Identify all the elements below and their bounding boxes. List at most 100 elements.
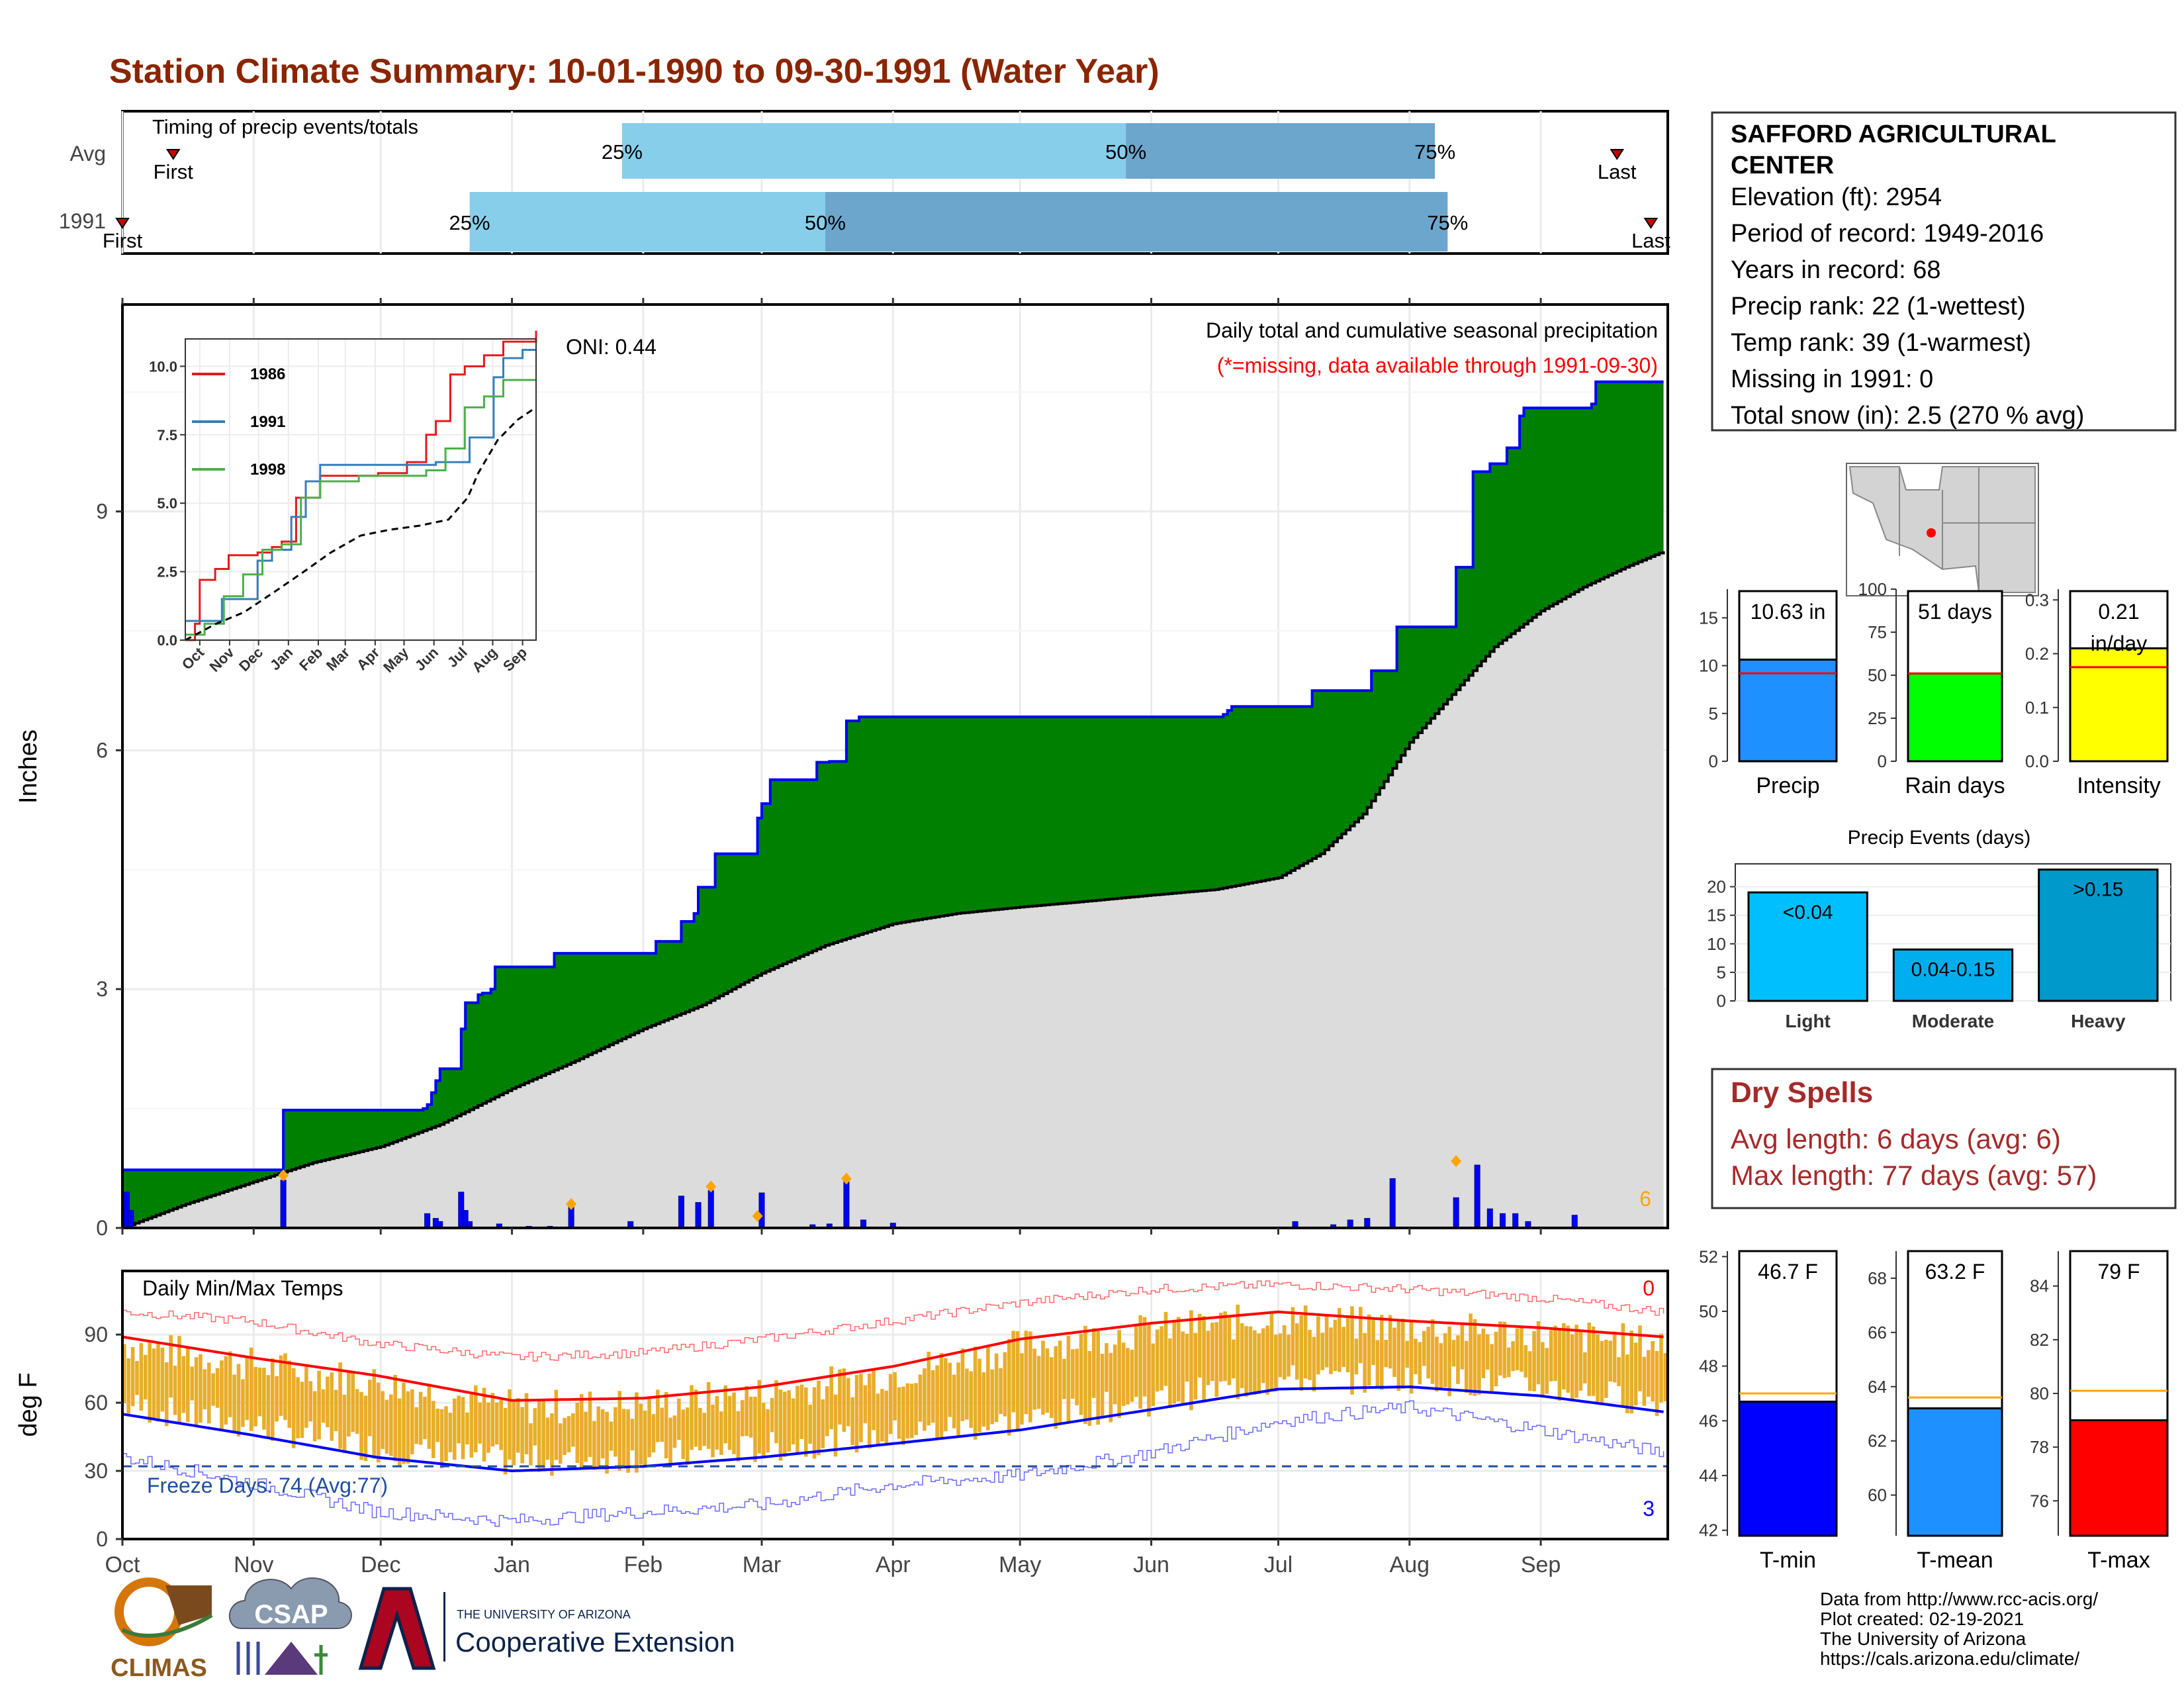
events-bar	[1892, 948, 2014, 1002]
daily-temp-bar	[567, 1416, 571, 1452]
daily-temp-bar	[1520, 1327, 1524, 1372]
temp-ytick-label: 0	[96, 1527, 108, 1551]
temp-lines	[122, 1280, 1668, 1527]
daily-temp-bar	[224, 1356, 228, 1425]
daily-temp-bar	[279, 1355, 283, 1416]
daily-temp-bar	[672, 1415, 677, 1448]
daily-temp-bar	[389, 1394, 393, 1456]
daily-precip-bar	[1486, 1208, 1493, 1229]
daily-temp-bar	[203, 1369, 207, 1409]
daily-temp-bar	[236, 1364, 241, 1436]
daily-temp-bar	[741, 1400, 745, 1436]
daily-temp-bar	[283, 1353, 287, 1421]
daily-temp-bar	[499, 1399, 503, 1450]
mini-ytick-label: 64	[1868, 1377, 1887, 1397]
precip-ytick-label: 3	[96, 977, 108, 1001]
mini-chart-mini-tmin: 42 44 46 48 50 52 46.7 F T-min	[1699, 1246, 1838, 1573]
inset-ytick-label: 0.0	[157, 632, 177, 649]
daily-temp-bar	[1045, 1348, 1050, 1413]
events-title: Precip Events (days)	[1848, 827, 2031, 849]
daily-temp-bar	[630, 1419, 635, 1451]
inset-legend-label: 1991	[250, 413, 285, 431]
daily-temp-bar	[206, 1362, 211, 1424]
daily-temp-bar	[664, 1391, 668, 1459]
daily-temp-bar	[753, 1396, 757, 1462]
daily-temp-bar	[791, 1398, 796, 1445]
daily-temp-bar	[1011, 1331, 1016, 1413]
mini-value-label: 79 F	[2097, 1260, 2140, 1284]
daily-temp-bar	[381, 1391, 385, 1449]
last-event-marker	[1643, 218, 1659, 229]
daily-temp-bar	[393, 1374, 398, 1462]
daily-temp-bar	[169, 1335, 173, 1398]
daily-temp-bar	[270, 1358, 275, 1441]
daily-temp-bar	[402, 1382, 406, 1464]
mini-chart-mini-tmax: 76 78 80 82 84 79 F T-max	[2030, 1250, 2169, 1573]
daily-temp-bar	[486, 1402, 490, 1453]
mini-ytick-label: 10	[1699, 656, 1718, 676]
daily-temp-bar	[647, 1396, 651, 1458]
daily-temp-bar	[994, 1353, 999, 1423]
daily-temp-bar	[1058, 1340, 1062, 1424]
daily-temp-bar	[334, 1389, 338, 1432]
daily-temp-bar	[1485, 1334, 1490, 1370]
mini-value-bar	[1738, 1400, 1838, 1537]
daily-temp-bar	[838, 1369, 842, 1425]
daily-temp-bar	[1265, 1325, 1269, 1395]
month-label: Feb	[624, 1552, 663, 1577]
daily-temp-bar	[1320, 1333, 1325, 1370]
daily-temp-bar	[1545, 1348, 1549, 1394]
daily-temp-bar	[512, 1401, 516, 1466]
daily-temp-bar	[423, 1397, 427, 1440]
daily-temp-bar	[1527, 1351, 1532, 1391]
daily-temp-bar	[372, 1369, 377, 1459]
daily-temp-bar	[880, 1389, 884, 1442]
temp-y-axis: 0 30 60 90	[84, 1323, 122, 1551]
daily-temp-bar	[1100, 1353, 1105, 1419]
daily-temp-bar	[944, 1358, 948, 1432]
daily-temp-bar	[584, 1411, 588, 1462]
observed-cumulative-area	[122, 381, 1664, 1229]
record-max-line	[122, 1280, 1664, 1362]
daily-temp-bar	[1181, 1331, 1185, 1404]
daily-temp-bar	[1155, 1329, 1160, 1392]
dry-spells-box: Dry Spells Avg length: 6 days (avg: 6) M…	[1711, 1068, 2177, 1209]
events-ytick-label: 15	[1707, 906, 1726, 925]
station-period: Period of record: 1949-2016	[1731, 220, 2044, 248]
daily-temp-bar	[1524, 1345, 1528, 1378]
daily-temp-bar	[1291, 1307, 1295, 1366]
daily-temp-bar	[1168, 1338, 1172, 1409]
daily-temp-bar	[304, 1365, 308, 1428]
daily-temp-bar	[1367, 1314, 1371, 1386]
ua-divider	[443, 1592, 445, 1662]
daily-temp-bar	[1151, 1343, 1156, 1407]
daily-temp-bar	[1269, 1312, 1274, 1392]
daily-precip-bar	[1364, 1218, 1371, 1229]
daily-temp-bar	[126, 1358, 130, 1414]
mini-value-label: 10.63 in	[1751, 600, 1826, 624]
daily-temp-bar	[215, 1368, 220, 1408]
daily-temp-bar	[1655, 1350, 1659, 1417]
timing-bars: 25% 50% 75% First Last 25% 50% 75% First Last	[103, 123, 1670, 252]
mini-chart-mini-raindays: 0 25 50 75 100 51 days Rain days	[1858, 579, 2005, 798]
events-bar	[1747, 891, 1868, 1002]
mini-ytick-label: 15	[1699, 608, 1718, 628]
dry-spells-frame	[1711, 1068, 2177, 1209]
daily-temp-bar	[1248, 1326, 1253, 1393]
daily-temp-bar	[439, 1409, 444, 1469]
daily-temp-bar	[1050, 1357, 1054, 1419]
daily-temp-bar	[1359, 1307, 1363, 1364]
daily-precip-bar	[128, 1210, 134, 1229]
daily-temp-bar	[1422, 1331, 1426, 1366]
mini-value-label: 51 days	[1918, 600, 1992, 624]
daily-temp-bar	[1384, 1340, 1388, 1368]
daily-temp-bar	[465, 1412, 469, 1445]
daily-temp-bar	[575, 1402, 580, 1464]
last-event-marker	[1610, 149, 1625, 160]
mini-value-label: 63.2 F	[1925, 1260, 1985, 1284]
daily-temp-bar	[1257, 1333, 1261, 1394]
daily-temp-bar	[414, 1407, 419, 1444]
snow-diamond-marker	[841, 1172, 852, 1185]
inset-ytick-label: 2.5	[157, 564, 177, 581]
temp-ylabel: deg F	[15, 1372, 42, 1436]
